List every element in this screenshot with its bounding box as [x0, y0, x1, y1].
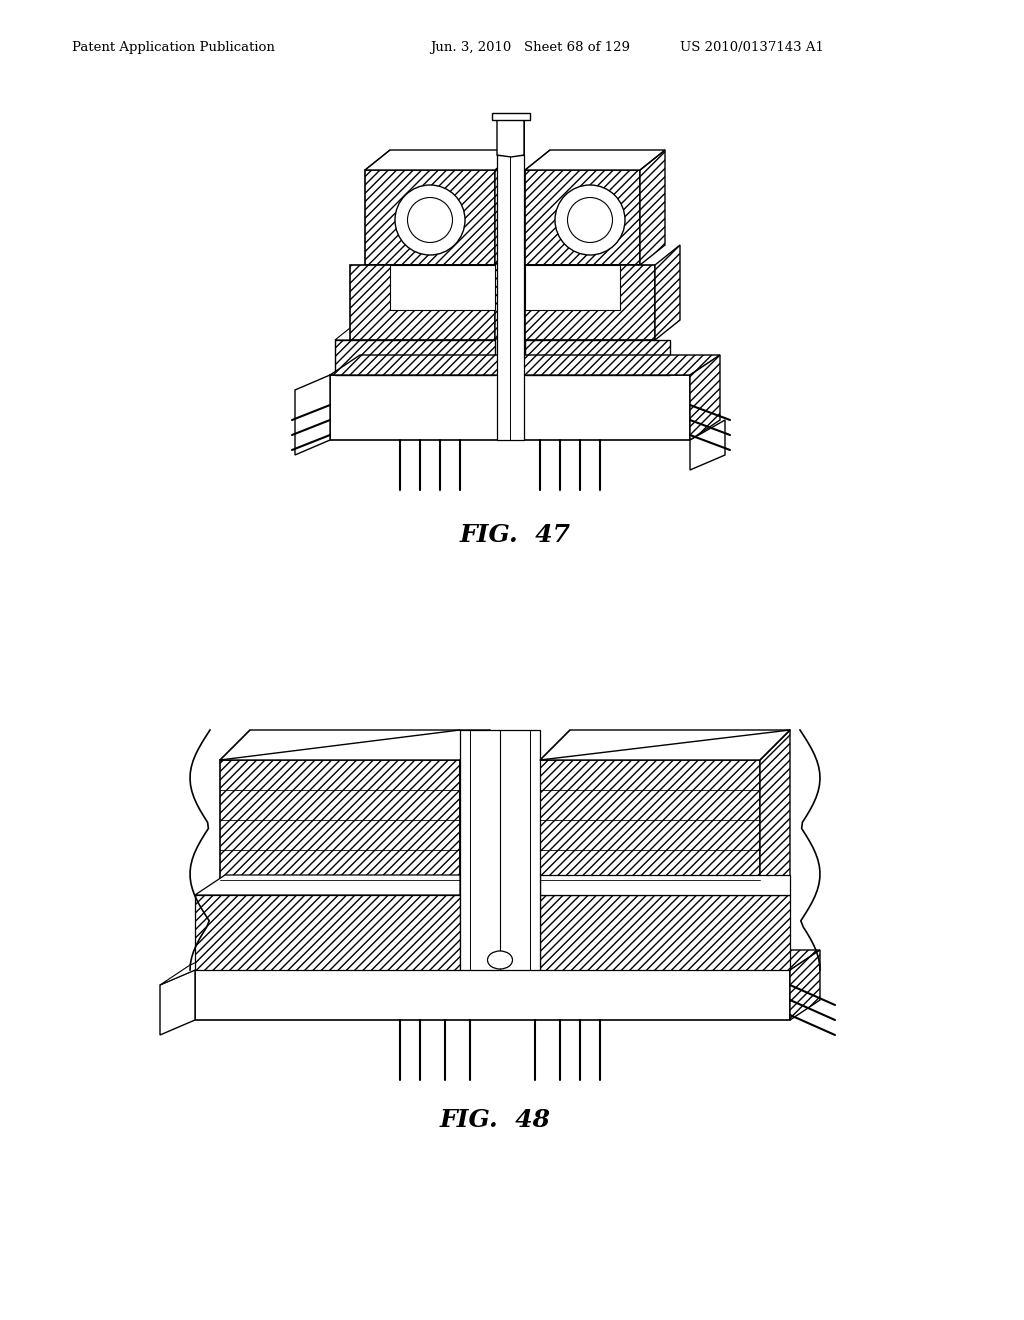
Polygon shape [220, 730, 490, 760]
Ellipse shape [395, 185, 465, 255]
Polygon shape [655, 246, 680, 341]
Polygon shape [525, 341, 670, 375]
Polygon shape [350, 265, 495, 341]
Polygon shape [497, 115, 524, 157]
Polygon shape [160, 950, 225, 985]
Polygon shape [390, 265, 495, 310]
Ellipse shape [567, 198, 612, 243]
Polygon shape [540, 760, 760, 970]
Polygon shape [690, 420, 725, 470]
Text: FIG.  47: FIG. 47 [460, 523, 570, 546]
Polygon shape [160, 970, 195, 1035]
Polygon shape [790, 950, 820, 1020]
Polygon shape [365, 150, 520, 170]
Polygon shape [525, 150, 665, 170]
Ellipse shape [487, 950, 512, 969]
Polygon shape [195, 895, 460, 970]
Polygon shape [525, 265, 620, 310]
Polygon shape [492, 114, 530, 120]
Text: FIG.  48: FIG. 48 [439, 1107, 551, 1133]
Polygon shape [540, 875, 790, 895]
Polygon shape [540, 730, 790, 760]
Polygon shape [195, 950, 820, 970]
Polygon shape [495, 246, 520, 341]
Polygon shape [330, 355, 720, 375]
Polygon shape [640, 150, 665, 265]
Polygon shape [330, 375, 690, 440]
Polygon shape [335, 341, 495, 375]
Ellipse shape [408, 198, 453, 243]
Polygon shape [295, 375, 330, 455]
Text: Jun. 3, 2010   Sheet 68 of 129: Jun. 3, 2010 Sheet 68 of 129 [430, 41, 630, 54]
Polygon shape [760, 730, 790, 970]
Ellipse shape [555, 185, 625, 255]
Polygon shape [365, 170, 495, 265]
Polygon shape [497, 154, 524, 440]
Polygon shape [195, 970, 790, 1020]
Polygon shape [460, 730, 540, 970]
Polygon shape [335, 319, 495, 341]
Text: US 2010/0137143 A1: US 2010/0137143 A1 [680, 41, 824, 54]
Polygon shape [525, 170, 640, 265]
Text: Patent Application Publication: Patent Application Publication [72, 41, 274, 54]
Polygon shape [690, 355, 720, 440]
Polygon shape [525, 265, 655, 341]
Polygon shape [220, 760, 460, 970]
Polygon shape [540, 895, 790, 970]
Polygon shape [195, 875, 460, 895]
Polygon shape [495, 150, 520, 265]
Polygon shape [460, 730, 490, 970]
